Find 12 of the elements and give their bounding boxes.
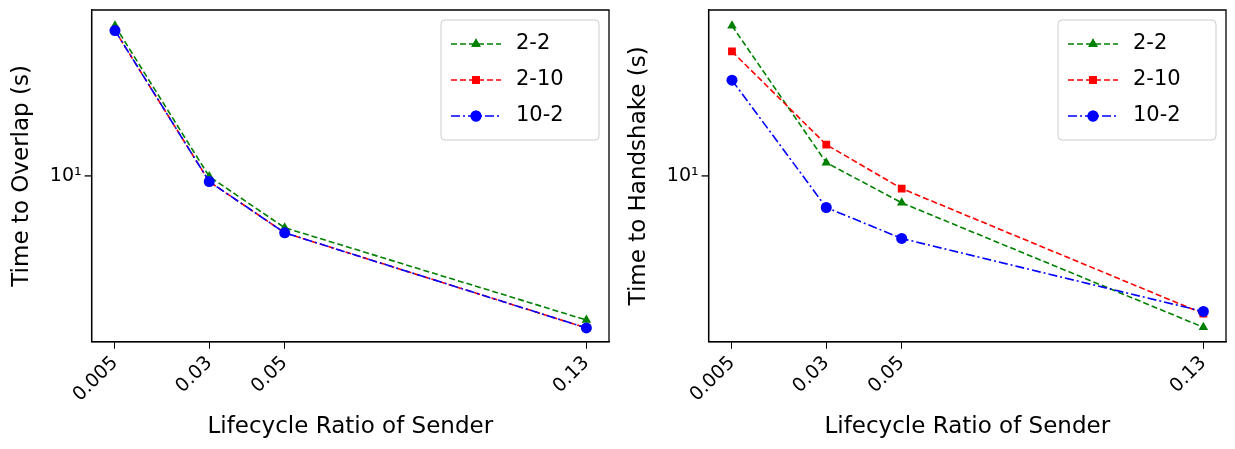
x-axis-title: Lifecycle Ratio of Sender (824, 412, 1111, 439)
legend-label: 2-2 (516, 30, 551, 55)
y-axis-title: Time to Handshake (s) (623, 46, 650, 307)
y-axis-title: Time to Overlap (s) (6, 65, 33, 288)
legend-label: 2-10 (1133, 66, 1181, 91)
legend-label: 10-2 (516, 102, 564, 127)
legend-label: 10-2 (1133, 102, 1181, 127)
legend-label: 2-2 (1133, 30, 1168, 55)
text: 10¹ (666, 162, 699, 185)
x-axis-title: Lifecycle Ratio of Sender (207, 412, 494, 439)
text: 10¹ (49, 162, 82, 185)
legend-label: 2-10 (516, 66, 564, 91)
